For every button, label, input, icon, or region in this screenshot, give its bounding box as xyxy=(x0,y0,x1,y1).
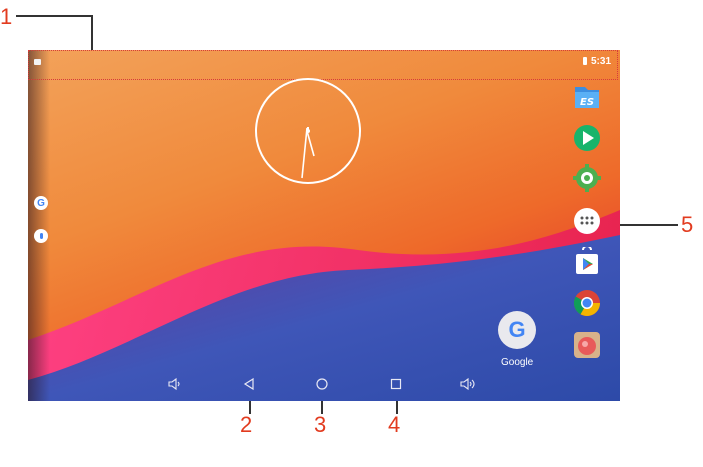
camera-icon[interactable] xyxy=(572,330,602,360)
status-bar-highlight xyxy=(28,50,618,80)
home-icon[interactable] xyxy=(315,377,329,391)
callout-3-line xyxy=(321,396,323,414)
callout-1-line-v xyxy=(91,15,93,52)
status-bar: 5:31 xyxy=(28,50,620,72)
callout-1: 1 xyxy=(0,4,13,29)
google-app-label: Google xyxy=(501,357,534,368)
analog-clock-widget[interactable] xyxy=(253,76,363,186)
callout-2: 2 xyxy=(240,412,253,437)
callout-2-line xyxy=(249,396,251,414)
play-video-icon[interactable] xyxy=(572,123,602,153)
callout-5-line xyxy=(602,224,678,226)
back-icon[interactable] xyxy=(242,377,256,391)
svg-text:ES: ES xyxy=(580,97,594,108)
left-edge-shadow xyxy=(28,50,50,401)
play-store-icon[interactable] xyxy=(572,247,602,277)
callout-4: 4 xyxy=(388,412,401,437)
google-app-icon[interactable]: G xyxy=(498,311,536,349)
callout-5: 5 xyxy=(681,212,694,237)
wallpaper-wave xyxy=(28,210,620,401)
apps-drawer-icon[interactable] xyxy=(572,206,602,236)
recents-icon[interactable] xyxy=(389,377,403,391)
navigation-bar xyxy=(28,367,620,401)
google-search-icon[interactable]: G xyxy=(34,196,48,210)
battery-icon xyxy=(583,57,587,65)
volume-down-icon[interactable] xyxy=(167,377,183,391)
tablet-home-screen: 5:31 G ES G Google xyxy=(28,50,620,401)
callout-4-line xyxy=(396,396,398,414)
voice-search-icon[interactable] xyxy=(34,229,48,243)
status-time: 5:31 xyxy=(591,56,612,67)
notification-icon xyxy=(34,59,41,65)
callout-3: 3 xyxy=(314,412,327,437)
settings-gear-icon[interactable] xyxy=(572,163,602,193)
volume-up-icon[interactable] xyxy=(459,377,477,391)
callout-1-line-h xyxy=(16,15,91,17)
chrome-icon[interactable] xyxy=(572,288,602,318)
es-file-explorer-icon[interactable]: ES xyxy=(572,81,602,111)
